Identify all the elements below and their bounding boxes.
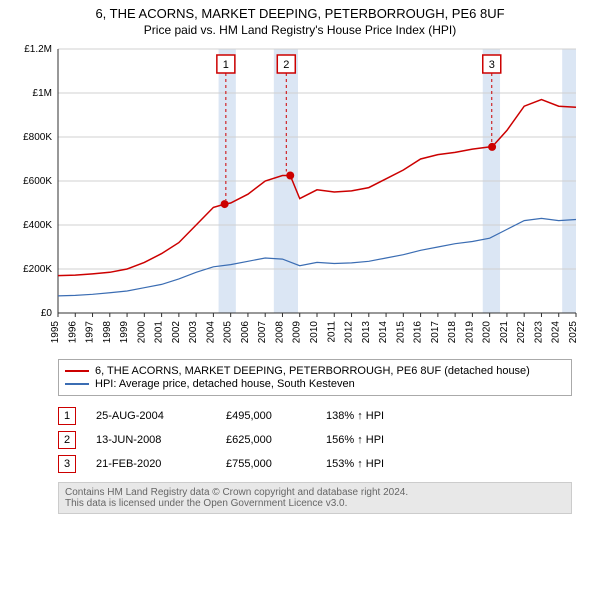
svg-text:2013: 2013 — [361, 321, 372, 344]
svg-text:2002: 2002 — [171, 321, 182, 344]
svg-text:2: 2 — [283, 59, 289, 71]
svg-text:2005: 2005 — [223, 321, 234, 344]
sale-price: £755,000 — [226, 458, 306, 470]
svg-text:1996: 1996 — [67, 321, 78, 344]
svg-text:2011: 2011 — [326, 321, 337, 343]
sale-pct: 156% ↑ HPI — [326, 434, 426, 446]
legend-label: HPI: Average price, detached house, Sout… — [95, 378, 355, 390]
chart-area: £0 £200K £400K £600K £800K £1M £1.2M 1995 1996 19… — [8, 43, 592, 353]
legend-item: HPI: Average price, detached house, Sout… — [65, 378, 565, 390]
svg-text:2022: 2022 — [516, 321, 527, 344]
sale-row: 2 13-JUN-2008 £625,000 156% ↑ HPI — [58, 428, 572, 452]
svg-text:1998: 1998 — [102, 321, 113, 344]
svg-text:£400K: £400K — [23, 220, 52, 231]
legend-swatch — [65, 370, 89, 372]
sale-badge: 1 — [58, 407, 76, 425]
svg-text:2016: 2016 — [413, 321, 424, 344]
svg-text:£600K: £600K — [23, 176, 52, 187]
svg-text:2024: 2024 — [551, 321, 562, 344]
legend-swatch — [65, 383, 89, 385]
sale-pct: 153% ↑ HPI — [326, 458, 426, 470]
svg-text:2015: 2015 — [395, 321, 406, 344]
footer-line: Contains HM Land Registry data © Crown c… — [65, 487, 565, 498]
chart-subtitle: Price paid vs. HM Land Registry's House … — [8, 23, 592, 37]
legend-item: 6, THE ACORNS, MARKET DEEPING, PETERBORR… — [65, 365, 565, 377]
svg-text:2014: 2014 — [378, 321, 389, 344]
svg-text:2001: 2001 — [154, 321, 165, 344]
svg-text:2018: 2018 — [447, 321, 458, 344]
chart-title: 6, THE ACORNS, MARKET DEEPING, PETERBORR… — [8, 6, 592, 21]
sale-row: 3 21-FEB-2020 £755,000 153% ↑ HPI — [58, 452, 572, 476]
svg-text:2009: 2009 — [292, 321, 303, 344]
svg-text:2003: 2003 — [188, 321, 199, 344]
svg-text:£200K: £200K — [23, 264, 52, 275]
sale-badge: 2 — [58, 431, 76, 449]
svg-text:£800K: £800K — [23, 132, 52, 143]
svg-text:1999: 1999 — [119, 321, 130, 344]
sale-price: £625,000 — [226, 434, 306, 446]
svg-text:2008: 2008 — [274, 321, 285, 344]
svg-text:2023: 2023 — [533, 321, 544, 344]
svg-text:2012: 2012 — [344, 321, 355, 344]
sale-date: 25-AUG-2004 — [96, 410, 206, 422]
svg-text:2006: 2006 — [240, 321, 251, 344]
sale-price: £495,000 — [226, 410, 306, 422]
sale-row: 1 25-AUG-2004 £495,000 138% ↑ HPI — [58, 404, 572, 428]
sale-date: 21-FEB-2020 — [96, 458, 206, 470]
svg-text:2025: 2025 — [568, 321, 579, 344]
svg-text:2000: 2000 — [136, 321, 147, 344]
sale-date: 13-JUN-2008 — [96, 434, 206, 446]
legend-label: 6, THE ACORNS, MARKET DEEPING, PETERBORR… — [95, 365, 530, 377]
svg-text:£1.2M: £1.2M — [24, 44, 52, 55]
svg-text:2007: 2007 — [257, 321, 268, 344]
svg-text:1: 1 — [223, 59, 229, 71]
sales-table: 1 25-AUG-2004 £495,000 138% ↑ HPI 2 13-JUN-20… — [58, 404, 572, 476]
sale-pct: 138% ↑ HPI — [326, 410, 426, 422]
svg-text:3: 3 — [489, 59, 495, 71]
sale-badge: 3 — [58, 455, 76, 473]
svg-text:1995: 1995 — [50, 321, 61, 344]
data-attribution: Contains HM Land Registry data © Crown c… — [58, 482, 572, 514]
footer-line: This data is licensed under the Open Gov… — [65, 498, 565, 509]
svg-text:2017: 2017 — [430, 321, 441, 344]
svg-text:2010: 2010 — [309, 321, 320, 344]
svg-text:2021: 2021 — [499, 321, 510, 344]
price-chart: £0 £200K £400K £600K £800K £1M £1.2M 1995 1996 19… — [8, 43, 592, 353]
svg-text:1997: 1997 — [85, 321, 96, 344]
svg-text:2019: 2019 — [464, 321, 475, 344]
svg-text:£1M: £1M — [33, 88, 52, 99]
svg-text:2020: 2020 — [482, 321, 493, 344]
svg-text:£0: £0 — [41, 308, 53, 319]
svg-text:2004: 2004 — [205, 321, 216, 344]
legend: 6, THE ACORNS, MARKET DEEPING, PETERBORR… — [58, 359, 572, 396]
